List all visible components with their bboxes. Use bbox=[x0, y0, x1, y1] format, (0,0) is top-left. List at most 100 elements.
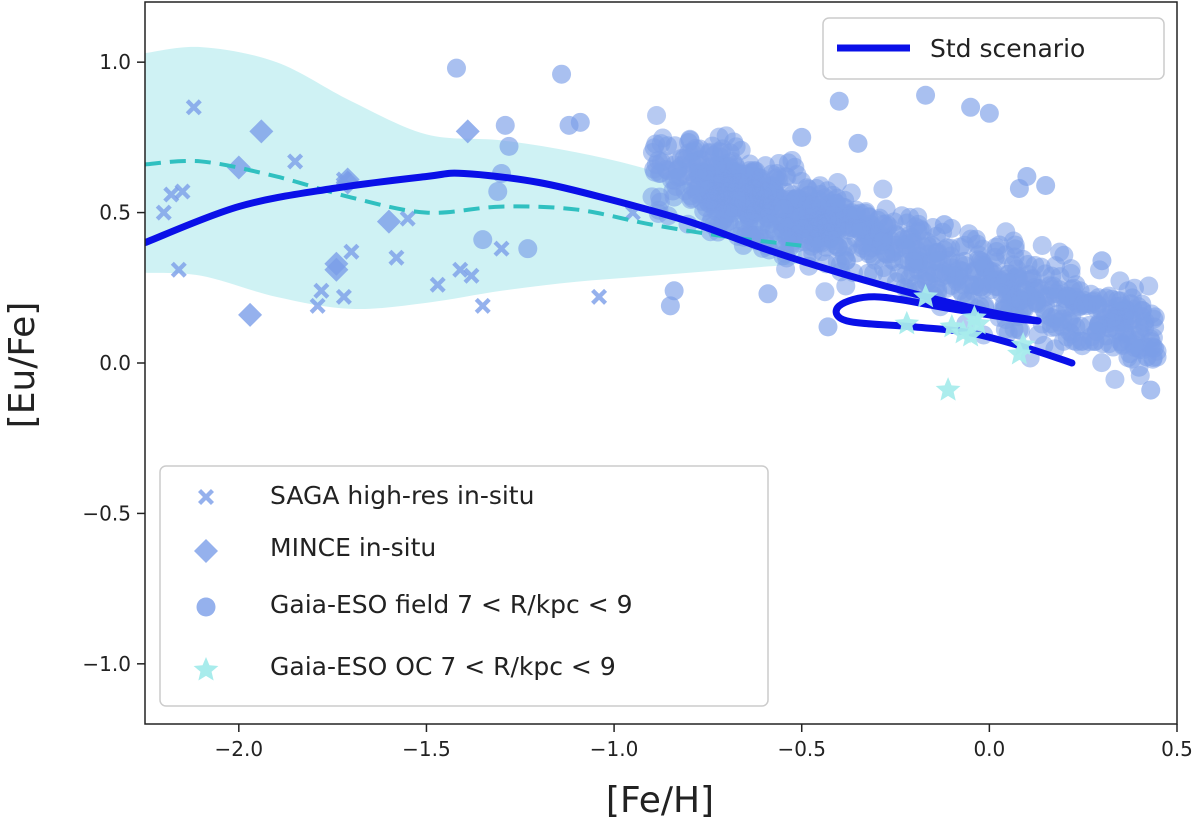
saga-point bbox=[493, 240, 510, 257]
gaia-field-point bbox=[966, 229, 986, 249]
legend-field-label: Gaia-ESO field 7 < R/kpc < 9 bbox=[270, 590, 633, 619]
mince-point bbox=[324, 257, 349, 282]
legend-top-box bbox=[822, 17, 1165, 80]
gaia-field-point bbox=[989, 235, 1009, 255]
saga-point bbox=[155, 204, 172, 221]
gaia-oc-point bbox=[913, 283, 938, 308]
saga-point bbox=[452, 261, 469, 278]
gaia-field-point bbox=[769, 198, 789, 218]
x-tick-label: −1.0 bbox=[590, 737, 639, 761]
gaia-field-point bbox=[663, 181, 683, 201]
legend-mince-label: MINCE in-situ bbox=[270, 533, 436, 562]
gaia-field-point bbox=[488, 182, 508, 202]
saga-point bbox=[399, 210, 416, 227]
gaia-field-point bbox=[1027, 291, 1047, 311]
gaia-field-point bbox=[726, 163, 746, 183]
saga-point bbox=[335, 288, 352, 305]
gaia-field-point bbox=[787, 165, 807, 185]
gaia-field-point bbox=[1111, 291, 1131, 311]
gaia-field-point bbox=[1144, 338, 1164, 358]
legend-bottom-box bbox=[159, 465, 769, 707]
gaia-field-point bbox=[949, 260, 969, 280]
gaia-field-point bbox=[1032, 235, 1052, 255]
gaia-field-point bbox=[941, 246, 961, 266]
mince-point bbox=[249, 119, 274, 144]
gaia-field-point bbox=[975, 259, 995, 279]
gaia-field-point bbox=[916, 85, 936, 105]
saga-point bbox=[591, 288, 608, 305]
gaia-field-point bbox=[1141, 380, 1161, 400]
gaia-field-point bbox=[1019, 265, 1039, 285]
y-tick-label: 0.0 bbox=[99, 351, 131, 375]
mince-point bbox=[238, 302, 263, 327]
gaia-field-point bbox=[903, 252, 923, 272]
gaia-field-point bbox=[1130, 365, 1150, 385]
gaia-field-point bbox=[1053, 309, 1073, 329]
gaia-field-point bbox=[835, 190, 855, 210]
gaia-oc-point bbox=[1010, 331, 1036, 356]
gaia-field-point bbox=[1065, 287, 1085, 307]
mince-point bbox=[226, 155, 251, 180]
gaia-field-point bbox=[964, 275, 984, 295]
gaia-field-point bbox=[695, 161, 715, 181]
gaia-field-point bbox=[897, 213, 917, 233]
gaia-field-point bbox=[1061, 259, 1081, 279]
std-scenario-line bbox=[145, 169, 1042, 325]
gaia-field-point bbox=[786, 188, 806, 208]
legend-saga-marker bbox=[198, 489, 214, 505]
legend-mince-marker bbox=[194, 539, 218, 563]
gaia-field-point bbox=[776, 259, 796, 279]
legend-oc-label: Gaia-ESO OC 7 < R/kpc < 9 bbox=[270, 652, 616, 681]
legend-markers bbox=[193, 489, 219, 681]
dispersion-band bbox=[145, 46, 802, 310]
gaia-field-point bbox=[815, 282, 835, 302]
gaia-field-point bbox=[818, 317, 838, 337]
gaia-field-point bbox=[979, 103, 999, 123]
gaia-field-point bbox=[876, 199, 896, 219]
gaia-field-point bbox=[791, 219, 811, 239]
gaia-field-point bbox=[1072, 331, 1092, 351]
saga-point bbox=[185, 99, 202, 116]
saga-point bbox=[174, 183, 191, 200]
saga-point bbox=[463, 267, 480, 284]
gaia-field-point bbox=[1105, 369, 1125, 389]
gaia-field-point bbox=[873, 179, 893, 199]
legend-field-marker bbox=[196, 597, 216, 617]
saga-point bbox=[287, 153, 304, 170]
gaia-field-point bbox=[647, 105, 667, 125]
gaia-field-point bbox=[809, 207, 829, 227]
gaia-field-point bbox=[495, 115, 515, 135]
gaia-field-point bbox=[645, 162, 665, 182]
saga-point bbox=[313, 282, 330, 299]
gaia-field-point bbox=[559, 115, 579, 135]
gaia-oc-points bbox=[894, 283, 1036, 401]
x-axis-title: [Fe/H] bbox=[606, 780, 714, 821]
gaia-field-point bbox=[758, 284, 778, 304]
y-tick-label: 1.0 bbox=[99, 50, 131, 74]
x-tick-label: 0.0 bbox=[973, 737, 1005, 761]
gaia-field-point bbox=[792, 127, 812, 147]
gaia-field-point bbox=[1139, 276, 1159, 296]
saga-points bbox=[155, 99, 641, 314]
x-tick-label: −0.5 bbox=[777, 737, 826, 761]
x-tick-label: −2.0 bbox=[215, 737, 264, 761]
gaia-field-point bbox=[1017, 166, 1037, 186]
gaia-field-point bbox=[917, 266, 937, 286]
mince-points bbox=[226, 119, 480, 327]
gaia-field-point bbox=[868, 222, 888, 242]
saga-point bbox=[170, 261, 187, 278]
legend-top-label: Std scenario bbox=[930, 34, 1085, 63]
gaia-field-point bbox=[664, 281, 684, 301]
gaia-field-point bbox=[552, 64, 572, 84]
gaia-field-point bbox=[713, 139, 733, 159]
gaia-field-point bbox=[985, 276, 1005, 296]
gaia-field-point bbox=[1011, 290, 1031, 310]
y-axis-ticks: −1.0 −0.5 0.0 0.5 1.0 bbox=[82, 50, 145, 676]
x-tick-label: −1.5 bbox=[402, 737, 451, 761]
legend-bottom: SAGA high-res in-situ MINCE in-situ Gaia… bbox=[159, 465, 769, 707]
gaia-field-point bbox=[961, 97, 981, 117]
gaia-field-points bbox=[446, 58, 1167, 400]
gaia-field-point bbox=[729, 188, 749, 208]
gaia-field-point bbox=[660, 296, 680, 316]
